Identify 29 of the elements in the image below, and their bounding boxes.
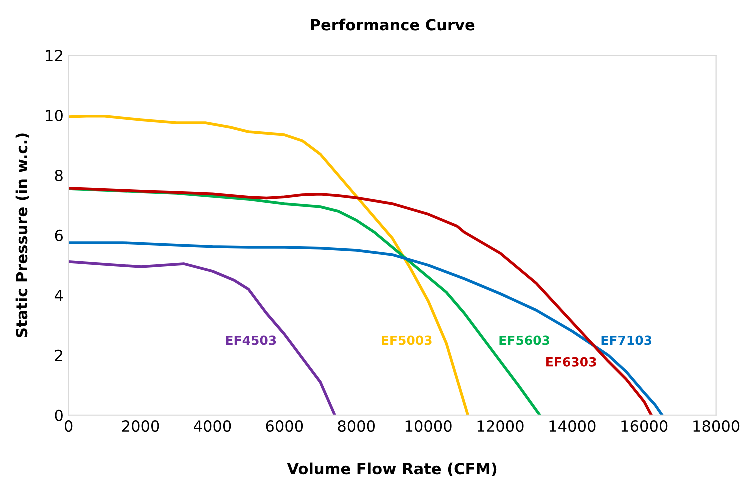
x-tick-label: 4000 [194,420,232,432]
x-tick-label: 10000 [406,420,452,432]
line-series [68,260,336,416]
x-axis-title: Volume Flow Rate (CFM) [287,462,497,476]
y-tick-label: 10 [46,110,63,122]
x-tick-label: 2000 [122,420,160,432]
y-tick-label: 12 [46,50,62,62]
x-tick-label: 18000 [694,420,740,432]
y-tick-label: 4 [54,290,64,302]
y-tick-label: 2 [55,350,62,362]
series-label: EF7103 [602,336,652,346]
x-tick-label: 0 [64,420,73,432]
line-series [68,115,470,416]
x-tick-label: 14000 [550,420,596,432]
y-axis-title: Static Pressure (in w.c.) [16,134,30,338]
series-label: EF5603 [500,336,550,346]
x-tick-label: 6000 [266,420,304,432]
line-series [68,242,664,416]
y-tick-label: 6 [55,230,63,242]
series-label: EF6303 [546,357,596,367]
series-label: EF4503 [226,336,276,346]
x-tick-label: 16000 [622,420,668,432]
x-tick-label: 12000 [478,420,524,432]
x-tick-label: 8000 [338,420,376,432]
y-tick-label: 0 [55,410,63,422]
series-label: EF5003 [382,336,432,346]
line-series [68,186,653,416]
chart-title: Performance Curve [311,18,475,31]
y-tick-label: 8 [55,170,63,182]
